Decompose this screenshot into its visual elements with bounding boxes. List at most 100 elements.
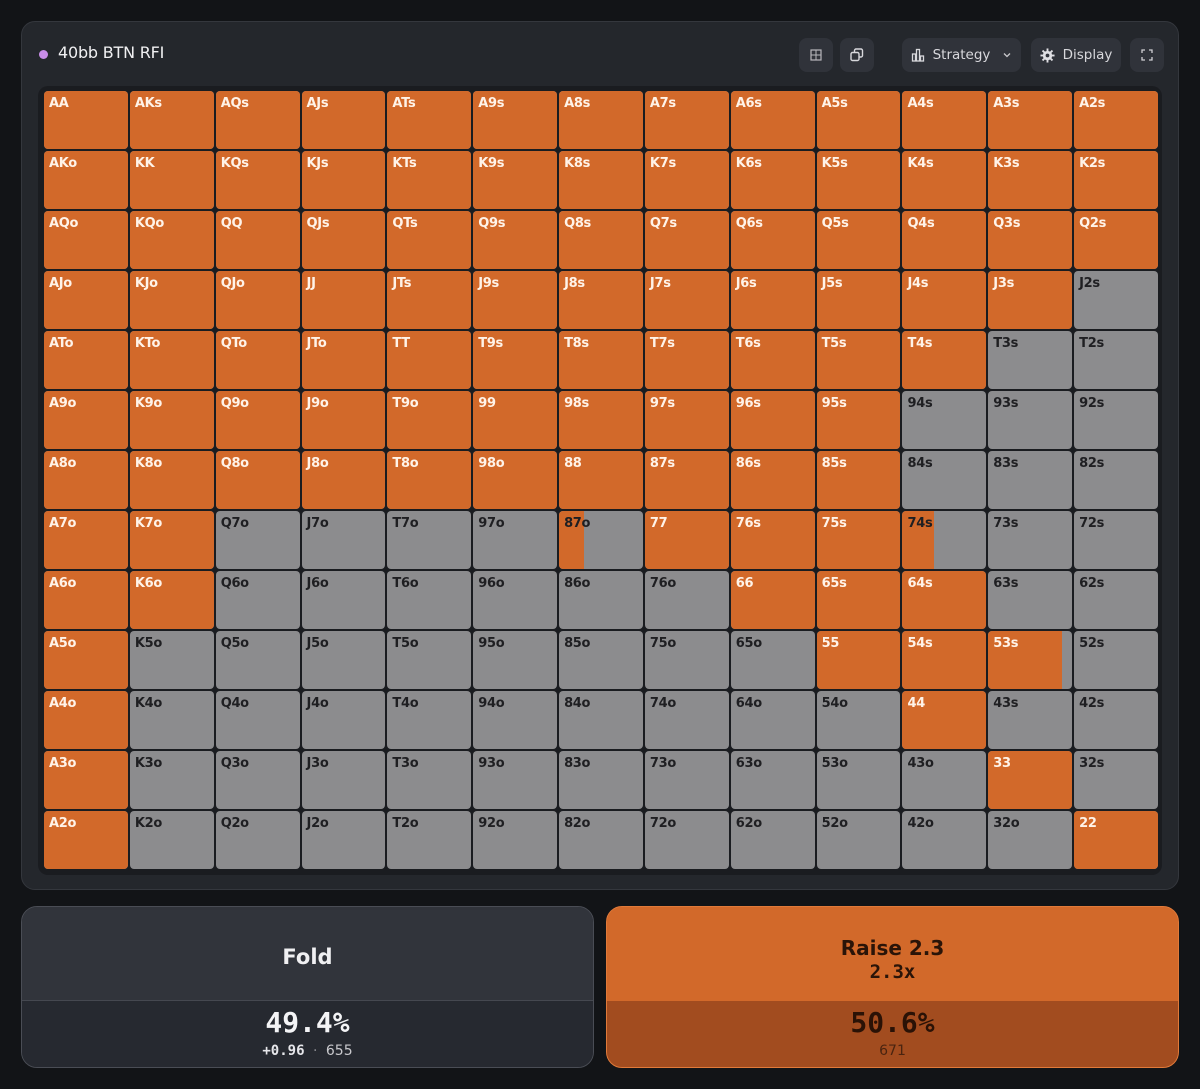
hand-cell[interactable]: Q6o bbox=[215, 571, 300, 629]
hand-cell[interactable]: J6s bbox=[730, 271, 815, 329]
hand-cell[interactable]: J7o bbox=[301, 511, 386, 569]
hand-cell[interactable]: K7o bbox=[129, 511, 214, 569]
hand-cell[interactable]: KTo bbox=[129, 331, 214, 389]
hand-cell[interactable]: 95o bbox=[473, 631, 558, 689]
hand-cell[interactable]: A3o bbox=[44, 751, 128, 809]
hand-cell[interactable]: 42o bbox=[902, 811, 987, 869]
hand-cell[interactable]: 65o bbox=[730, 631, 815, 689]
hand-cell[interactable]: 87s bbox=[644, 451, 729, 509]
hand-cell[interactable]: A2s bbox=[1074, 91, 1158, 149]
hand-cell[interactable]: KQs bbox=[215, 151, 300, 209]
hand-cell[interactable]: Q8o bbox=[215, 451, 300, 509]
hand-cell[interactable]: 85o bbox=[559, 631, 643, 689]
hand-cell[interactable]: 42s bbox=[1074, 691, 1158, 749]
hand-cell[interactable]: AJo bbox=[44, 271, 128, 329]
hand-cell[interactable]: 96s bbox=[730, 391, 815, 449]
fullscreen-button[interactable] bbox=[1130, 38, 1164, 72]
hand-cell[interactable]: 85s bbox=[816, 451, 901, 509]
hand-cell[interactable]: K5o bbox=[129, 631, 214, 689]
hand-cell[interactable]: K8o bbox=[129, 451, 214, 509]
hand-cell[interactable]: T3s bbox=[988, 331, 1073, 389]
hand-cell[interactable]: A5s bbox=[816, 91, 901, 149]
hand-cell[interactable]: 87o bbox=[559, 511, 643, 569]
hand-cell[interactable]: Q7s bbox=[644, 211, 729, 269]
hand-cell[interactable]: 73o bbox=[644, 751, 729, 809]
hand-cell[interactable]: A4o bbox=[44, 691, 128, 749]
hand-cell[interactable]: ATs bbox=[387, 91, 472, 149]
hand-cell[interactable]: 94o bbox=[473, 691, 558, 749]
hand-cell[interactable]: T7o bbox=[387, 511, 472, 569]
hand-cell[interactable]: J8o bbox=[301, 451, 386, 509]
hand-cell[interactable]: 72o bbox=[644, 811, 729, 869]
hand-cell[interactable]: J4s bbox=[902, 271, 987, 329]
hand-cell[interactable]: 84s bbox=[902, 451, 987, 509]
hand-cell[interactable]: 77 bbox=[644, 511, 729, 569]
hand-cell[interactable]: T3o bbox=[387, 751, 472, 809]
hand-cell[interactable]: AQs bbox=[215, 91, 300, 149]
hand-cell[interactable]: J5s bbox=[816, 271, 901, 329]
hand-cell[interactable]: QTs bbox=[387, 211, 472, 269]
hand-cell[interactable]: J2s bbox=[1074, 271, 1158, 329]
hand-cell[interactable]: 93s bbox=[988, 391, 1073, 449]
hand-cell[interactable]: Q9o bbox=[215, 391, 300, 449]
hand-cell[interactable]: 76s bbox=[730, 511, 815, 569]
hand-cell[interactable]: A8o bbox=[44, 451, 128, 509]
hand-cell[interactable]: Q8s bbox=[559, 211, 643, 269]
hand-cell[interactable]: Q2s bbox=[1074, 211, 1158, 269]
hand-cell[interactable]: J5o bbox=[301, 631, 386, 689]
hand-cell[interactable]: K3o bbox=[129, 751, 214, 809]
hand-cell[interactable]: 75o bbox=[644, 631, 729, 689]
hand-cell[interactable]: 84o bbox=[559, 691, 643, 749]
hand-cell[interactable]: QJs bbox=[301, 211, 386, 269]
hand-cell[interactable]: 52o bbox=[816, 811, 901, 869]
hand-cell[interactable]: Q7o bbox=[215, 511, 300, 569]
hand-cell[interactable]: 86o bbox=[559, 571, 643, 629]
hand-cell[interactable]: KK bbox=[129, 151, 214, 209]
hand-cell[interactable]: 95s bbox=[816, 391, 901, 449]
hand-cell[interactable]: T2s bbox=[1074, 331, 1158, 389]
hand-cell[interactable]: KJs bbox=[301, 151, 386, 209]
hand-cell[interactable]: K5s bbox=[816, 151, 901, 209]
hand-cell[interactable]: K9o bbox=[129, 391, 214, 449]
hand-cell[interactable]: T9s bbox=[473, 331, 558, 389]
hand-cell[interactable]: A8s bbox=[559, 91, 643, 149]
hand-cell[interactable]: K3s bbox=[988, 151, 1073, 209]
hand-cell[interactable]: T7s bbox=[644, 331, 729, 389]
hand-cell[interactable]: K2o bbox=[129, 811, 214, 869]
hand-cell[interactable]: K6o bbox=[129, 571, 214, 629]
hand-cell[interactable]: 92s bbox=[1074, 391, 1158, 449]
hand-cell[interactable]: J2o bbox=[301, 811, 386, 869]
hand-cell[interactable]: 83o bbox=[559, 751, 643, 809]
hand-cell[interactable]: T2o bbox=[387, 811, 472, 869]
hand-cell[interactable]: Q4o bbox=[215, 691, 300, 749]
hand-cell[interactable]: 22 bbox=[1074, 811, 1158, 869]
hand-cell[interactable]: Q4s bbox=[902, 211, 987, 269]
hand-cell[interactable]: 54s bbox=[902, 631, 987, 689]
hand-cell[interactable]: 83s bbox=[988, 451, 1073, 509]
hand-cell[interactable]: 54o bbox=[816, 691, 901, 749]
hand-cell[interactable]: 73s bbox=[988, 511, 1073, 569]
hand-cell[interactable]: T6o bbox=[387, 571, 472, 629]
hand-cell[interactable]: 86s bbox=[730, 451, 815, 509]
strategy-dropdown[interactable]: Strategy bbox=[902, 38, 1021, 72]
hand-cell[interactable]: 55 bbox=[816, 631, 901, 689]
hand-cell[interactable]: 64o bbox=[730, 691, 815, 749]
hand-cell[interactable]: A5o bbox=[44, 631, 128, 689]
hand-cell[interactable]: Q9s bbox=[473, 211, 558, 269]
hand-cell[interactable]: K4o bbox=[129, 691, 214, 749]
hand-cell[interactable]: T8s bbox=[559, 331, 643, 389]
hand-cell[interactable]: 52s bbox=[1074, 631, 1158, 689]
hand-cell[interactable]: 53s bbox=[988, 631, 1073, 689]
hand-cell[interactable]: 76o bbox=[644, 571, 729, 629]
hand-cell[interactable]: AKs bbox=[129, 91, 214, 149]
hand-cell[interactable]: A6s bbox=[730, 91, 815, 149]
hand-cell[interactable]: J3o bbox=[301, 751, 386, 809]
hand-cell[interactable]: 98o bbox=[473, 451, 558, 509]
hand-cell[interactable]: KQo bbox=[129, 211, 214, 269]
hand-cell[interactable]: AKo bbox=[44, 151, 128, 209]
hand-cell[interactable]: J9s bbox=[473, 271, 558, 329]
hand-cell[interactable]: KTs bbox=[387, 151, 472, 209]
hand-cell[interactable]: K8s bbox=[559, 151, 643, 209]
hand-cell[interactable]: Q6s bbox=[730, 211, 815, 269]
hand-cell[interactable]: T5o bbox=[387, 631, 472, 689]
